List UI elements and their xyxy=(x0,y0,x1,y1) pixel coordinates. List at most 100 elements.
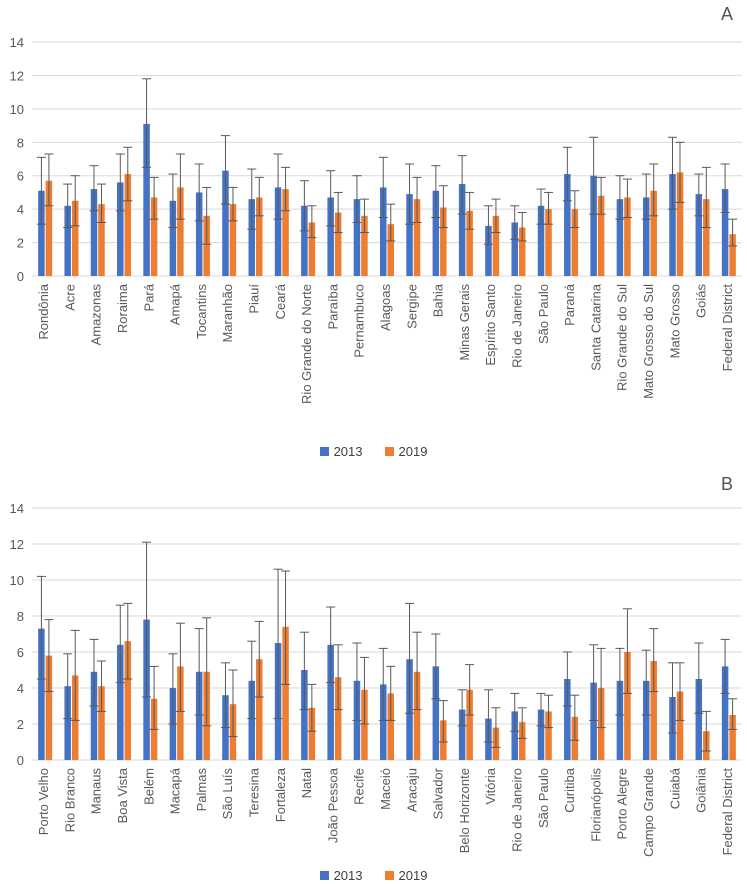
bar-2019 xyxy=(361,215,368,276)
x-tick-label: Aracaju xyxy=(404,768,419,812)
x-tick-label: Maranhão xyxy=(220,284,235,343)
y-tick-label: 4 xyxy=(17,681,24,696)
chart-panel-b: B 0 2 4 6 8 10 12 14 Porto Velho Rio Branco Manaus… xyxy=(0,470,747,884)
bar-2019 xyxy=(624,197,631,276)
bar-2013 xyxy=(590,682,597,760)
bar-2013 xyxy=(642,680,650,760)
bar-2019 xyxy=(150,197,158,276)
y-tick-label: 14 xyxy=(10,35,24,50)
bar-2019 xyxy=(518,227,526,276)
bar-2013 xyxy=(721,189,729,276)
x-tick-label: São Paulo xyxy=(536,768,551,828)
bar-2019 xyxy=(650,190,657,276)
bar-2013 xyxy=(695,194,703,276)
legend-swatch-2013 xyxy=(319,871,329,880)
bar-2019 xyxy=(518,722,526,760)
x-tick-label: Pernambuco xyxy=(352,284,367,358)
bar-2013 xyxy=(616,680,624,760)
x-tick-label: Maceió xyxy=(378,768,393,810)
bar-2013 xyxy=(327,197,334,276)
y-tick-label: 12 xyxy=(10,68,24,83)
bar-2019 xyxy=(308,222,316,276)
x-tick-label: Pará xyxy=(141,283,156,311)
panel-label-a: A xyxy=(721,4,734,24)
bar-2019 xyxy=(545,711,552,760)
x-tick-label: Cuiabá xyxy=(667,767,682,809)
y-tick-label: 0 xyxy=(17,269,24,284)
y-tick-label: 2 xyxy=(17,236,24,251)
bar-2019 xyxy=(492,215,500,276)
bar-2013 xyxy=(301,670,308,760)
x-tick-label: Recife xyxy=(352,768,367,805)
x-tick-label: Tocantins xyxy=(194,284,209,339)
x-tick-label: Fortaleza xyxy=(273,767,288,822)
x-tick-label: Santa Catarina xyxy=(588,283,603,370)
x-tick-label: Mato Grosso xyxy=(667,284,682,358)
x-tick-label: Rio de Janeiro xyxy=(509,284,524,368)
bar-2013 xyxy=(642,197,650,276)
x-tick-label: Mato Grosso do Sul xyxy=(641,284,656,399)
bar-2019 xyxy=(703,199,710,276)
legend-swatch-2019 xyxy=(384,447,394,456)
chart-a-plot: 0 2 4 6 8 10 12 14 Rondônia Acre Amazonas Roraima Pa… xyxy=(10,35,742,404)
bar-2019 xyxy=(124,174,132,276)
bar-2013 xyxy=(117,644,124,760)
x-tick-label: Rondônia xyxy=(36,283,51,339)
legend-label-2013: 2013 xyxy=(333,444,363,459)
x-tick-label: Rio Grande do Norte xyxy=(299,284,314,404)
x-tick-label: Vitória xyxy=(483,767,498,804)
bar-2019 xyxy=(624,652,631,760)
bar-2019 xyxy=(676,691,684,760)
x-tick-label: Curitiba xyxy=(562,767,577,813)
x-tick-label: Porto Alegre xyxy=(615,768,630,840)
legend-item-2013: 2013 xyxy=(319,444,363,459)
bar-2019 xyxy=(282,626,289,760)
bar-2013 xyxy=(485,225,492,276)
bar-2013 xyxy=(90,671,98,760)
bar-2019 xyxy=(676,172,684,276)
panel-label-b: B xyxy=(721,474,734,494)
bar-2019 xyxy=(308,707,316,760)
chart-a-legend: 2013 2019 xyxy=(0,444,747,459)
bar-2019 xyxy=(597,195,605,276)
bar-2013 xyxy=(458,184,466,276)
x-tick-label: Amapá xyxy=(168,283,183,325)
chart-panel-a: A 0 2 4 6 8 10 12 14 Rondônia Acre Amazonas Roraima… xyxy=(0,4,747,459)
bar-2019 xyxy=(729,715,736,760)
y-tick-label: 14 xyxy=(10,501,24,516)
legend-item-2019: 2019 xyxy=(384,868,427,883)
bar-2013 xyxy=(511,711,518,760)
bar-2013 xyxy=(669,174,676,276)
x-tick-label: Espírito Santo xyxy=(483,284,498,366)
bar-2013 xyxy=(432,666,440,760)
bar-2013 xyxy=(248,199,256,276)
bar-2019 xyxy=(334,212,342,276)
x-tick-label: Bahia xyxy=(431,283,446,317)
y-tick-label: 8 xyxy=(17,135,24,150)
x-tick-label: Belém xyxy=(141,768,156,805)
legend-item-2019: 2019 xyxy=(384,444,427,459)
bar-2013 xyxy=(64,205,71,276)
x-tick-label: João Pessoa xyxy=(325,767,340,843)
y-tick-label: 12 xyxy=(10,537,24,552)
bar-2013 xyxy=(195,192,203,276)
x-tick-label: Piauí xyxy=(247,284,262,314)
bar-2013 xyxy=(274,187,282,276)
bar-2013 xyxy=(117,182,124,276)
bar-2013 xyxy=(406,194,413,276)
x-tick-label: Porto Velho xyxy=(36,768,51,835)
x-tick-label: Acre xyxy=(62,284,77,311)
bar-2013 xyxy=(564,174,571,276)
bar-2013 xyxy=(64,686,71,760)
x-tick-label: Rio Grande do Sul xyxy=(615,284,630,391)
x-tick-label: Macapá xyxy=(168,767,183,814)
x-tick-label: Goiânia xyxy=(694,767,709,813)
x-tick-label: Rio Branco xyxy=(62,768,77,832)
bar-2013 xyxy=(38,628,45,760)
bar-2013 xyxy=(353,199,361,276)
bar-2013 xyxy=(590,175,597,276)
x-tick-label: Palmas xyxy=(194,768,209,812)
bar-2019 xyxy=(387,693,394,760)
x-tick-label: Sergipe xyxy=(404,284,419,329)
bar-2019 xyxy=(440,207,447,276)
